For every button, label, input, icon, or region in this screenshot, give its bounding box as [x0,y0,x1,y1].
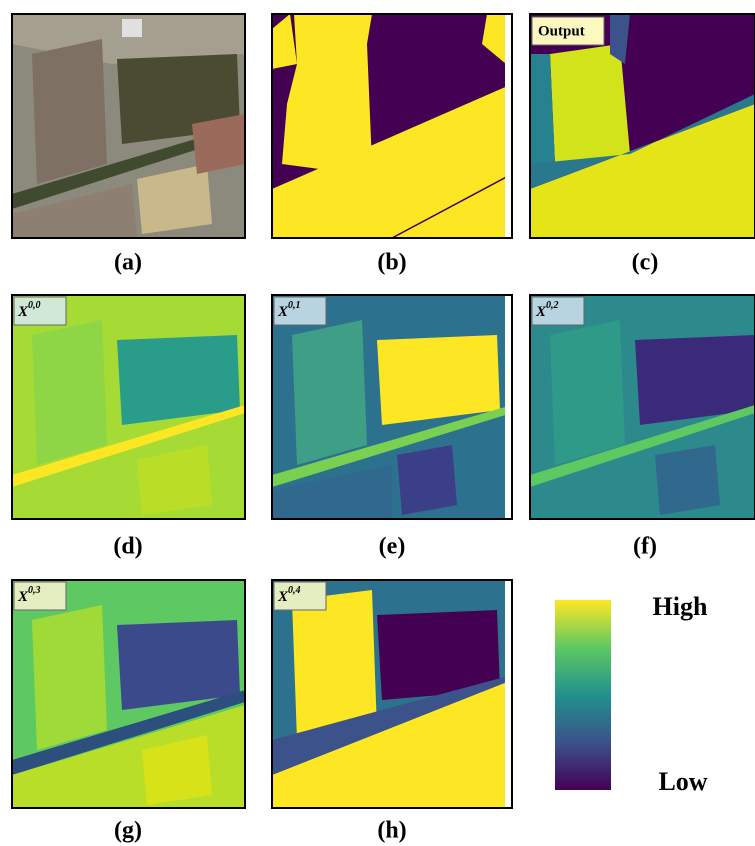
panel-image [12,14,245,238]
tag: X0,0 [14,297,66,325]
panel-label: (d) [113,534,142,560]
tag-sup: 0,3 [28,585,41,596]
tag-sup: 0,2 [546,300,559,311]
panel-label: (a) [114,250,142,276]
tag: X0,1 [274,297,326,325]
colorbar-low: Low [658,767,707,796]
tag-text: Output [538,23,585,39]
tag: Output [532,17,604,45]
panel-image [272,580,512,808]
colorbar [555,600,611,790]
colorbar-high: High [653,592,708,621]
tag: X0,4 [274,582,326,610]
panel-image [12,295,245,519]
panel-label: (b) [377,250,406,276]
panel-label: (f) [633,534,657,560]
panel-image [12,580,245,808]
tag: X0,3 [14,582,66,610]
tag-sup: 0,4 [288,585,301,596]
panel-label: (h) [377,818,406,844]
panel-image [530,14,755,238]
panel-image [272,14,512,238]
panel-image [530,295,755,519]
tag-sup: 0,0 [28,300,41,311]
figure: Output X0,0 X0,1 X0,2 X0,3 X0,4 (a) (b) … [0,0,755,846]
tag: X0,2 [532,297,584,325]
panel-label: (g) [114,818,142,844]
panel-label: (c) [632,250,659,276]
panel-image [272,295,512,519]
tag-sup: 0,1 [288,300,301,311]
panel-label: (e) [379,534,406,560]
